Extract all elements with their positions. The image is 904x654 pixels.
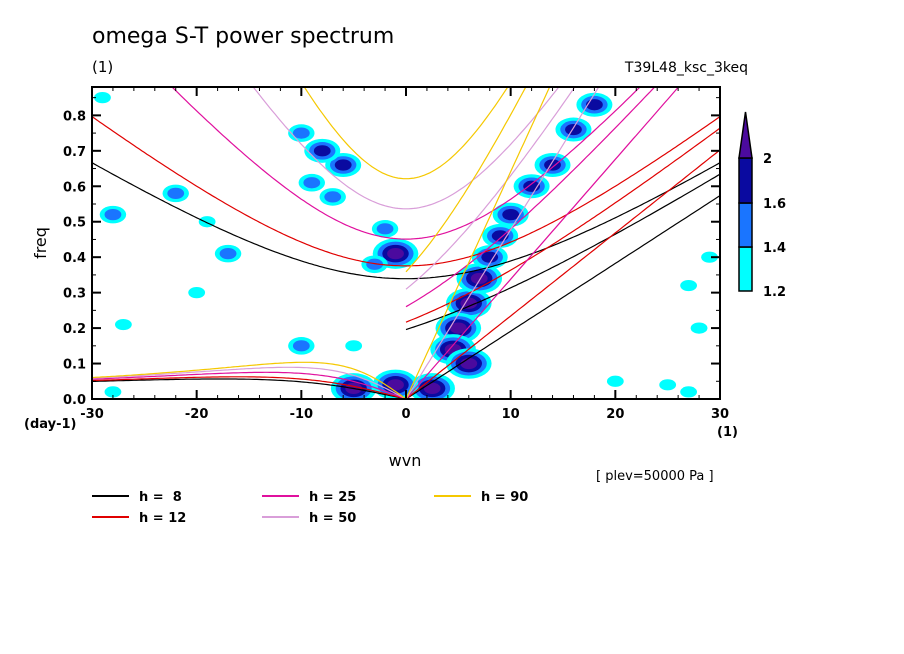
x-axis-unit: (1) <box>717 425 738 440</box>
power-contour-23-level-1 <box>167 187 185 199</box>
power-contour-37-level-0 <box>94 92 111 104</box>
power-contour-30-level-0 <box>345 340 363 352</box>
power-contour-31-level-0 <box>659 379 677 391</box>
y-tick-label: 0.0 <box>63 393 86 408</box>
power-contour-22-level-1 <box>376 223 394 235</box>
power-contour-17-level-2 <box>334 159 352 171</box>
axis-ticks: -30 -20 -10 0 10 20 30 0.0 0.1 0.2 0.3 0.4 0.5 0.6 0.7… <box>63 87 729 422</box>
colorbar: 1.2 1.4 1.6 2 <box>738 111 786 300</box>
power-contour-33-level-0 <box>606 375 624 387</box>
x-axis-label: wvn <box>389 451 422 470</box>
y-tick-label: 0.7 <box>63 145 86 160</box>
dispersion-curve-kelvin-h90 <box>405 87 551 399</box>
power-contour-1-level-3 <box>449 322 467 334</box>
power-contour-0-level-3 <box>460 297 478 309</box>
dispersion-curve-mrg-h90 <box>405 87 527 273</box>
legend-label: h = 90 <box>481 490 528 505</box>
dispersion-curve-ig-h90 <box>303 87 509 180</box>
y-tick-label: 0.4 <box>63 251 86 266</box>
colorbar-label: 1.2 <box>763 285 786 300</box>
dispersion-curve-ig-h8 <box>92 162 720 280</box>
x-tick-label: -20 <box>185 407 209 422</box>
power-contour-29-level-1 <box>292 340 310 352</box>
power-contour-18-level-2 <box>313 145 331 157</box>
legend-label: h = 8 <box>139 490 182 505</box>
legend-label: h = 50 <box>309 511 356 526</box>
dispersion-curve-ig-h50 <box>252 87 560 210</box>
dispersion-curve-kelvin-h50 <box>405 87 600 399</box>
dispersion-curve-er-h90 <box>92 361 407 399</box>
power-contour-32-level-0 <box>680 386 697 398</box>
dispersion-curve-mrg-h8 <box>405 173 720 331</box>
x-tick-label: -30 <box>80 407 104 422</box>
colorbar-extend-arrow <box>738 111 753 159</box>
y-tick-label: 0.5 <box>63 216 86 231</box>
dispersion-curves <box>92 87 720 399</box>
power-contour-20-level-1 <box>324 191 342 203</box>
power-contour-15-level-3 <box>387 248 404 260</box>
chart-title: omega S-T power spectrum <box>92 24 395 49</box>
power-contour-3-level-3 <box>470 272 488 285</box>
colorbar-label: 1.4 <box>763 241 786 256</box>
power-contour-9-level-2 <box>565 123 582 136</box>
colorbar-segment <box>738 157 753 204</box>
y-axis-label: freq <box>31 227 50 259</box>
x-tick-label: 10 <box>502 407 520 422</box>
power-contour-25-level-1 <box>219 248 237 260</box>
power-contour-28-level-0 <box>115 318 132 331</box>
power-contour-4-level-2 <box>481 251 499 263</box>
dispersion-curve-kelvin-h25 <box>405 87 680 399</box>
y-tick-label: 0.3 <box>63 287 86 302</box>
dispersion-curve-kelvin-h8 <box>405 195 720 399</box>
x-tick-label: -10 <box>290 407 314 422</box>
power-contour-34-level-0 <box>701 251 718 263</box>
legend-label: h = 12 <box>139 511 186 526</box>
x-tick-label: 30 <box>711 407 729 422</box>
power-contour-6-level-2 <box>502 209 520 221</box>
power-contour-13-level-3 <box>387 379 404 391</box>
dispersion-curve-mrg-h50 <box>405 87 576 290</box>
run-name: T39L48_ksc_3keq <box>624 60 748 76</box>
y-tick-label: 0.1 <box>63 358 86 373</box>
dispersion-curve-ig-h12 <box>92 116 720 267</box>
dispersion-curve-mrg-h25 <box>405 87 656 308</box>
power-contour-12-level-3 <box>423 382 441 394</box>
colorbar-label: 2 <box>763 152 772 167</box>
power-contours <box>94 92 718 399</box>
power-contour-24-level-1 <box>104 209 122 221</box>
dispersion-curve-kelvin-h12 <box>405 149 720 399</box>
legend: h = 8 h = 12 h = 25 h = 50 h = 90 <box>92 490 528 526</box>
power-contour-21-level-1 <box>303 177 321 189</box>
plev-note: [ plev=50000 Pa ] <box>596 469 714 484</box>
power-contour-38-level-0 <box>690 322 708 334</box>
colorbar-segment <box>738 246 753 292</box>
dispersion-curve-er-h50 <box>92 366 407 399</box>
dispersion-curve-ig-h25 <box>171 87 641 240</box>
power-contour-11-level-3 <box>460 357 478 370</box>
y-tick-label: 0.8 <box>63 109 86 124</box>
colorbar-segment <box>738 202 753 248</box>
y-tick-label: 0.2 <box>63 322 86 337</box>
power-contour-16-level-1 <box>366 258 383 270</box>
legend-label: h = 25 <box>309 490 356 505</box>
power-contour-35-level-0 <box>680 279 697 292</box>
y-tick-label: 0.6 <box>63 180 86 195</box>
power-contour-19-level-1 <box>292 127 310 139</box>
power-contour-10-level-2 <box>586 99 603 111</box>
dispersion-curve-er-h8 <box>92 378 407 399</box>
x-tick-label: 20 <box>606 407 624 422</box>
colorbar-label: 1.6 <box>763 197 786 212</box>
x-tick-label: 0 <box>401 407 410 422</box>
dispersion-curve-mrg-h12 <box>405 127 720 323</box>
chart-subtitle: (1) <box>92 58 114 76</box>
power-contour-36-level-0 <box>104 386 122 398</box>
dispersion-curve-er-h25 <box>92 371 407 399</box>
y-axis-unit: (day-1) <box>24 417 77 432</box>
dispersion-curve-er-h12 <box>92 376 407 399</box>
power-contour-27-level-0 <box>188 287 206 299</box>
